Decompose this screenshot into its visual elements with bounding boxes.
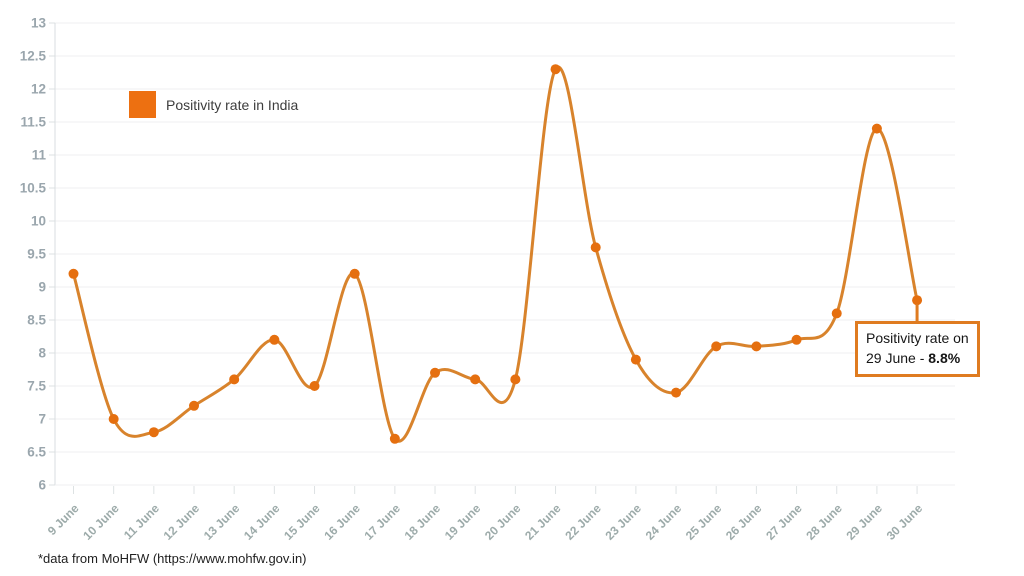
y-axis-label: 9 [38,280,46,295]
annotation-line1: Positivity rate on [866,330,969,347]
data-point[interactable] [389,433,400,444]
x-axis-label: 25 June [683,501,725,543]
x-axis-label: 17 June [361,501,403,543]
data-point[interactable] [269,334,280,345]
x-axis-label: 30 June [884,501,926,543]
data-point[interactable] [229,374,240,385]
x-axis-label: 14 June [241,501,283,543]
data-point[interactable] [68,268,79,279]
y-axis-label: 12 [31,82,46,97]
x-axis-label: 20 June [482,501,524,543]
data-point[interactable] [108,414,119,424]
data-point[interactable] [751,341,762,352]
data-point[interactable] [470,374,481,385]
x-axis-label: 27 June [763,501,805,543]
data-point[interactable] [148,427,159,438]
data-point[interactable] [430,367,441,378]
y-axis-label: 10 [31,214,46,229]
data-point[interactable] [510,374,521,385]
data-point[interactable] [671,387,682,398]
data-point[interactable] [630,354,641,365]
x-axis-label: 19 June [442,501,484,543]
annotation-line2-prefix: 29 June - [866,350,929,367]
legend-label: Positivity rate in India [166,96,299,113]
y-axis-label: 11.5 [20,115,46,130]
legend[interactable]: Positivity rate in India [129,91,298,118]
y-axis-label: 10.5 [20,181,47,196]
y-axis-label: 8 [38,346,46,361]
x-axis-label: 10 June [80,501,122,543]
y-axis-label: 6 [38,478,46,493]
data-point[interactable] [550,64,561,75]
x-axis-label: 15 June [281,501,323,543]
y-axis-label: 11 [32,148,47,163]
data-point[interactable] [189,400,200,411]
y-axis-label: 12.5 [20,49,47,64]
x-axis-label: 23 June [602,501,644,543]
data-point[interactable] [831,308,842,319]
y-axis-label: 7 [38,412,46,427]
x-axis-label: 18 June [402,501,444,543]
x-axis-label: 11 June [121,501,162,542]
data-point[interactable] [711,341,722,352]
y-axis-label: 8.5 [27,313,46,328]
data-point[interactable] [309,381,320,391]
x-axis-label: 22 June [562,501,604,543]
x-axis-label: 21 June [522,501,564,543]
y-axis-label: 9.5 [27,247,46,262]
x-axis-label: 13 June [201,501,243,543]
data-point[interactable] [349,268,360,279]
data-point[interactable] [791,334,802,345]
annotation-line2: 29 June - 8.8% [866,348,969,368]
legend-swatch-icon [129,91,156,118]
data-point[interactable] [912,295,923,306]
x-axis-label: 29 June [844,501,886,543]
data-point[interactable] [871,123,882,134]
x-axis-label: 24 June [643,501,685,543]
x-axis-label: 28 June [803,501,845,543]
x-axis-label: 26 June [723,501,765,543]
x-axis-label: 12 June [161,501,203,543]
y-axis-label: 7.5 [27,379,46,394]
y-axis-label: 6.5 [27,445,46,460]
data-source-footnote: *data from MoHFW (https://www.mohfw.gov.… [38,551,307,566]
y-axis-label: 13 [31,16,47,31]
annotation-value: 8.8% [928,350,961,367]
x-axis-label: 16 June [321,501,363,543]
x-axis-label: 9 June [45,501,82,538]
data-point[interactable] [590,242,601,253]
annotation-callout: Positivity rate on 29 June - 8.8% [855,321,980,377]
